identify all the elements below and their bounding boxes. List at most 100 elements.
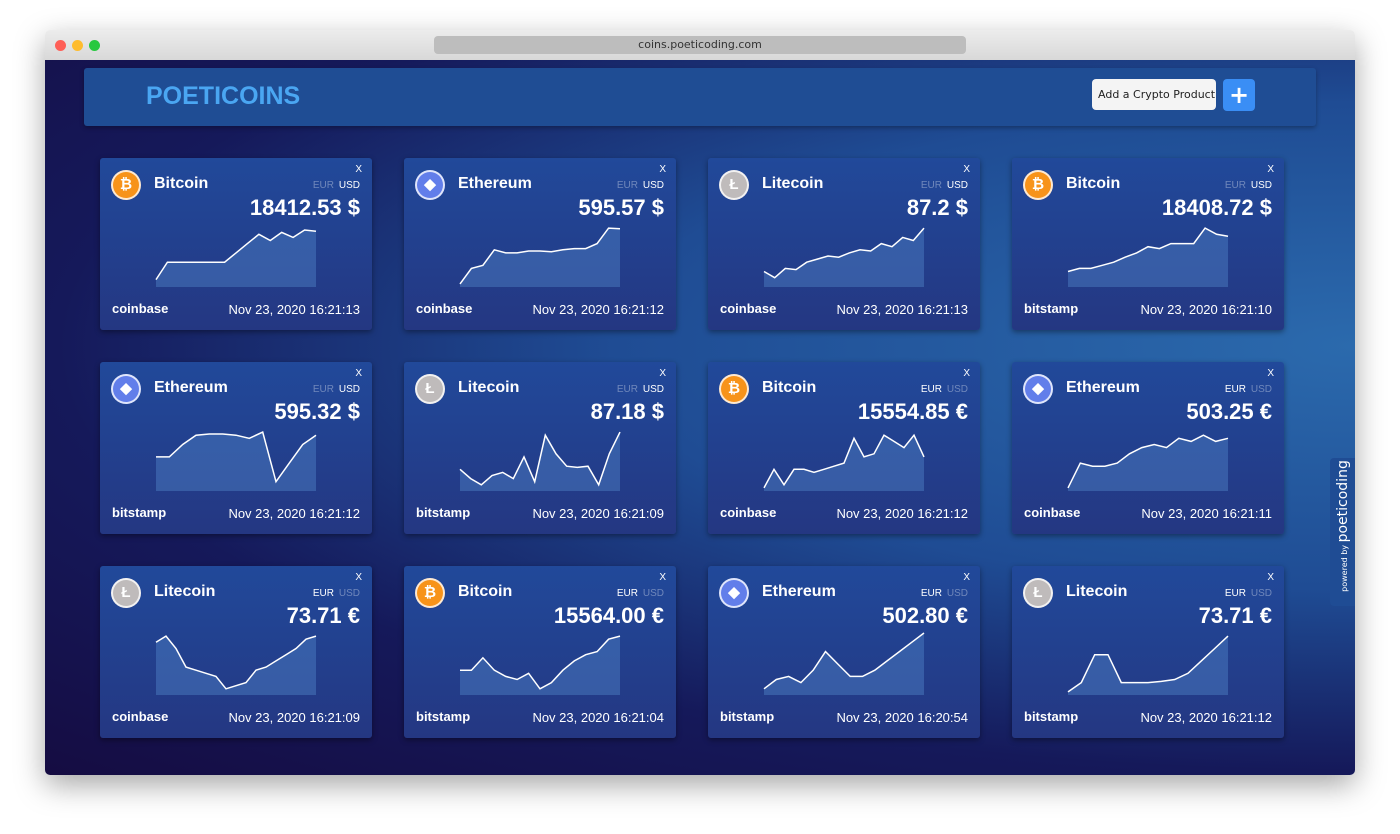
close-button[interactable]: X [659, 572, 666, 583]
currency-toggle[interactable]: EUR [1224, 180, 1246, 191]
sparkline-line [156, 431, 317, 484]
currency-toggle[interactable]: EUR [920, 180, 942, 191]
currency-toggle[interactable]: USD [338, 384, 360, 395]
browser-window: coins.poeticoding.com POETICOINS Add a C… [45, 30, 1355, 775]
currency-toggle[interactable]: USD [1250, 384, 1272, 395]
close-button[interactable]: X [963, 164, 970, 175]
close-button[interactable]: X [355, 368, 362, 379]
currency-toggle[interactable]: USD [946, 384, 968, 395]
sparkline [156, 431, 317, 491]
close-button[interactable]: X [355, 164, 362, 175]
close-button[interactable]: X [355, 572, 362, 583]
sparkline [459, 431, 621, 491]
exchange: bitstamp [1024, 709, 1079, 724]
currency-toggle[interactable]: EUR [312, 588, 334, 599]
sparkline-area [1068, 435, 1228, 491]
currency-toggle[interactable]: USD [946, 180, 968, 191]
exchange: bitstamp [720, 709, 775, 724]
url-bar[interactable]: coins.poeticoding.com [434, 36, 966, 54]
price-card: ◆ Ethereum X EUR USD 595.57 $ coinbase Nov 23, … [404, 158, 676, 330]
timestamp: Nov 23, 2020 16:21:13 [228, 302, 360, 317]
currency-toggle[interactable]: USD [642, 180, 664, 191]
sparkline-line [1067, 635, 1229, 693]
currency-toggle[interactable]: USD [338, 180, 360, 191]
currency-toggle[interactable]: USD [1250, 588, 1272, 599]
currency-toggle[interactable]: USD [946, 588, 968, 599]
toolbar: coins.poeticoding.com [45, 30, 1355, 61]
sparkline-area [156, 432, 316, 491]
zoom-button[interactable] [89, 40, 100, 51]
currency-toggle[interactable]: EUR [616, 588, 638, 599]
sparkline [155, 635, 317, 695]
close-button[interactable]: X [659, 368, 666, 379]
sparkline-line [459, 431, 621, 487]
price-card: Ł Litecoin X EUR USD 73.71 € bitstamp Nov 23, 2… [1012, 566, 1284, 738]
timestamp: Nov 23, 2020 16:21:12 [836, 506, 968, 521]
coin-name: Litecoin [762, 175, 824, 192]
currency-toggle[interactable]: EUR [312, 384, 334, 395]
sparkline [459, 227, 621, 287]
sparkline-line [1067, 227, 1229, 273]
currency-toggle[interactable]: USD [1250, 180, 1272, 191]
timestamp: Nov 23, 2020 16:21:12 [1140, 710, 1272, 725]
coin-icon: ◆ [111, 374, 141, 404]
coin-icon: ◆ [719, 578, 749, 608]
currency-toggle[interactable]: USD [642, 588, 664, 599]
sparkline-area [764, 633, 924, 695]
currency-toggle[interactable]: EUR [1224, 384, 1246, 395]
exchange: coinbase [416, 301, 473, 316]
price-card: Ł Litecoin X EUR USD 73.71 € coinbase Nov 23, 2… [100, 566, 372, 738]
currency-toggle[interactable]: EUR [920, 384, 942, 395]
price-card: ₿ Bitcoin X EUR USD 15564.00 € bitstamp Nov 23,… [404, 566, 676, 738]
currency-toggle[interactable]: EUR [616, 180, 638, 191]
powered-by-tab[interactable]: powered by poeticoding [1330, 458, 1355, 606]
exchange: coinbase [112, 709, 169, 724]
price-card: ◆ Ethereum X EUR USD 503.25 € coinbase Nov 23, … [1012, 362, 1284, 534]
add-button[interactable]: + [1223, 79, 1255, 111]
coin-name: Bitcoin [1066, 175, 1121, 192]
price-card: ₿ Bitcoin X EUR USD 15554.85 € coinbase Nov 23,… [708, 362, 980, 534]
coin-icon: Ł [719, 170, 749, 200]
timestamp: Nov 23, 2020 16:21:04 [532, 710, 664, 725]
sparkline [763, 632, 925, 695]
coin-name: Litecoin [1066, 583, 1128, 600]
close-button[interactable]: X [963, 368, 970, 379]
sparkline [763, 227, 925, 287]
timestamp: Nov 23, 2020 16:21:09 [228, 710, 360, 725]
sparkline-line [459, 227, 621, 285]
exchange: bitstamp [112, 505, 167, 520]
currency-toggle[interactable]: USD [642, 384, 664, 395]
close-button[interactable]: X [659, 164, 666, 175]
price: 15554.85 € [857, 399, 968, 424]
price: 73.71 € [286, 603, 360, 628]
currency-toggle[interactable]: EUR [920, 588, 942, 599]
close-button[interactable] [55, 40, 66, 51]
currency-toggle[interactable]: USD [338, 588, 360, 599]
close-button[interactable]: X [963, 572, 970, 583]
product-select[interactable]: Add a Crypto Product [1092, 79, 1216, 110]
coin-icon: ◆ [415, 170, 445, 200]
exchange: bitstamp [1024, 301, 1079, 316]
timestamp: Nov 23, 2020 16:20:54 [836, 710, 968, 725]
currency-toggle[interactable]: EUR [616, 384, 638, 395]
currency-toggle[interactable]: EUR [1224, 588, 1246, 599]
coin-name: Litecoin [154, 583, 216, 600]
sparkline-area [1068, 228, 1228, 287]
sparkline-line [155, 229, 317, 281]
sparkline [1067, 635, 1229, 695]
close-button[interactable]: X [1267, 368, 1274, 379]
price: 503.25 € [1186, 399, 1272, 424]
close-button[interactable]: X [1267, 572, 1274, 583]
price-card: ◆ Ethereum X EUR USD 502.80 € bitstamp Nov 23, … [708, 566, 980, 738]
currency-toggle[interactable]: EUR [312, 180, 334, 191]
close-button[interactable]: X [1267, 164, 1274, 175]
coin-name: Bitcoin [154, 175, 209, 192]
timestamp: Nov 23, 2020 16:21:09 [532, 506, 664, 521]
price: 595.57 $ [578, 195, 664, 220]
timestamp: Nov 23, 2020 16:21:12 [228, 506, 360, 521]
brand: poeticoding [1335, 460, 1351, 543]
minimize-button[interactable] [72, 40, 83, 51]
exchange: coinbase [720, 301, 777, 316]
price-card: ₿ Bitcoin X EUR USD 18408.72 $ bitstamp Nov 23,… [1012, 158, 1284, 330]
